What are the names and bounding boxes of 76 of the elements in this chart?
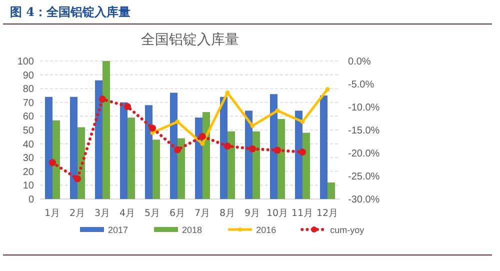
y-tick-label: 60 <box>22 112 34 123</box>
x-tick-label: 12月 <box>316 208 339 219</box>
bar <box>102 61 110 199</box>
bar <box>320 96 328 199</box>
bar <box>245 110 252 199</box>
bar <box>270 94 278 199</box>
bar <box>78 127 85 199</box>
y-tick-label: 20 <box>22 166 34 178</box>
x-tick-label: 10月 <box>266 208 289 219</box>
bar <box>120 102 128 199</box>
y-tick-label: 80 <box>22 84 34 96</box>
point <box>74 175 81 182</box>
point <box>224 142 231 150</box>
y2-tick-label: -10.0% <box>348 102 380 114</box>
point <box>149 124 156 132</box>
x-tick-label: 7月 <box>194 208 211 219</box>
point <box>174 146 181 154</box>
point <box>49 159 56 166</box>
bar <box>52 120 60 199</box>
chart-subtitle: 全国铝锭入库量 <box>141 32 239 48</box>
bar <box>152 140 160 199</box>
point <box>124 103 131 110</box>
legend-label: 2016 <box>256 225 276 235</box>
point <box>325 87 330 92</box>
bar <box>145 105 152 199</box>
bar <box>302 132 310 199</box>
bar <box>278 118 285 199</box>
bar <box>295 110 302 199</box>
point <box>175 120 180 124</box>
point <box>200 142 205 146</box>
bar <box>70 96 78 199</box>
bar <box>128 118 135 199</box>
y-tick-label: 100 <box>17 56 34 68</box>
y-tick-label: 70 <box>22 98 34 109</box>
x-tick-label: 5月 <box>144 208 161 219</box>
y-tick-label: 40 <box>22 139 34 150</box>
point <box>274 146 281 154</box>
y-tick-label: 10 <box>22 180 34 192</box>
y-tick-label: 30 <box>22 153 34 164</box>
y-tick-label: 50 <box>22 126 34 136</box>
x-tick-label: 3月 <box>94 208 111 219</box>
legend-label: cum-yoy <box>330 225 365 235</box>
legend-label: 2017 <box>108 225 128 235</box>
bar <box>220 96 228 199</box>
bar <box>252 131 260 199</box>
y2-tick-label: 0.0% <box>348 56 371 68</box>
bar <box>178 138 185 199</box>
bar <box>95 80 102 199</box>
y2-tick-label: -20.0% <box>348 148 380 160</box>
y-tick-label: 0 <box>28 194 34 206</box>
x-tick-label: 2月 <box>69 208 86 219</box>
legend-label: 2018 <box>182 225 202 235</box>
x-tick-label: 8月 <box>219 208 236 219</box>
y-tick-label: 90 <box>22 70 34 82</box>
bar <box>170 92 178 199</box>
point <box>299 148 306 156</box>
y2-tick-label: -5.0% <box>348 80 374 90</box>
bar <box>328 182 335 199</box>
x-tick-label: 4月 <box>119 208 136 219</box>
point <box>275 108 280 113</box>
point <box>199 132 206 140</box>
x-tick-label: 9月 <box>244 208 261 219</box>
x-tick-label: 11月 <box>291 208 314 219</box>
y2-tick-label: -15.0% <box>348 126 380 136</box>
point <box>300 120 305 124</box>
bar <box>195 118 202 199</box>
x-tick-label: 6月 <box>169 208 186 219</box>
y2-tick-label: -30.0% <box>348 194 380 206</box>
point <box>250 124 255 128</box>
x-tick-label: 1月 <box>44 208 61 219</box>
bar <box>228 131 235 199</box>
chart-title: 图 4：全国铝锭入库量 <box>10 5 131 19</box>
point <box>249 145 256 152</box>
point <box>99 96 106 103</box>
y2-tick-label: -25.0% <box>348 172 380 182</box>
bar <box>45 96 52 199</box>
